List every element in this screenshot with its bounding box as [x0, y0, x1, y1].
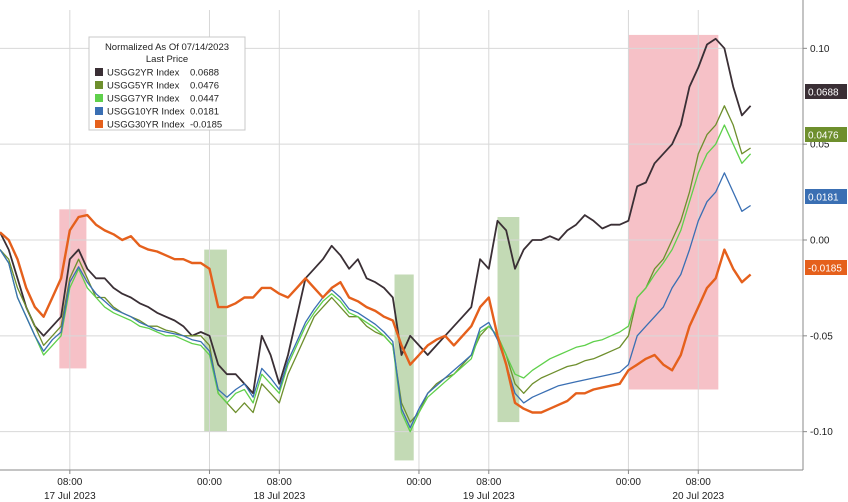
x-tick-label-6: 08:00: [686, 477, 711, 488]
series-line-usgg2yr: [0, 37, 752, 395]
x-tick-label-1: 00:00: [197, 477, 222, 488]
legend-entry-name-4: USGG30YR Index: [107, 120, 185, 131]
end-label-bg-2: [805, 189, 847, 204]
y-tick-label-3: -0.05: [810, 331, 833, 342]
shaded-region-1: [204, 249, 227, 432]
legend-entry-value-2: 0.0447: [190, 94, 219, 105]
date-label-0: 17 Jul 2023: [44, 491, 96, 502]
legend-entry-name-3: USGG10YR Index: [107, 107, 185, 118]
legend-entry-name-1: USGG5YR Index: [107, 81, 180, 92]
legend-swatch-3: [95, 107, 103, 115]
end-label-3: -0.0185: [808, 264, 842, 275]
series-line-usgg7yr: [0, 124, 752, 433]
legend-entry-value-0: 0.0688: [190, 68, 219, 79]
legend-swatch-1: [95, 81, 103, 89]
legend-entry-value-1: 0.0476: [190, 81, 219, 92]
legend-entry-value-4: -0.0185: [190, 120, 222, 131]
legend-entry-name-2: USGG7YR Index: [107, 94, 180, 105]
legend-swatch-2: [95, 94, 103, 102]
series-lines: [0, 37, 752, 433]
series-line-usgg30yr: [0, 213, 752, 414]
legend: Normalized As Of 07/14/2023 Last Price U…: [88, 36, 246, 131]
end-label-2: 0.0181: [808, 193, 839, 204]
y-tick-label-4: -0.10: [810, 427, 833, 438]
date-label-2: 19 Jul 2023: [463, 491, 515, 502]
x-tick-label-4: 08:00: [476, 477, 501, 488]
legend-entries: USGG2YR Index 0.0688 USGG5YR Index 0.0476 US…: [95, 68, 222, 131]
legend-swatch-4: [95, 120, 103, 128]
x-tick-label-2: 08:00: [267, 477, 292, 488]
y-tick-label-0: 0.10: [810, 44, 830, 55]
date-label-3: 20 Jul 2023: [672, 491, 724, 502]
end-label-0: 0.0688: [808, 88, 839, 99]
shaded-region-2: [394, 274, 414, 461]
legend-swatch-0: [95, 68, 103, 76]
legend-box: [88, 36, 246, 131]
x-tick-label-3: 00:00: [406, 477, 431, 488]
date-label-1: 18 Jul 2023: [253, 491, 305, 502]
end-label-bg-1: [805, 127, 847, 142]
end-label-bg-0: [805, 84, 847, 99]
legend-entry-value-3: 0.0181: [190, 107, 219, 118]
shaded-region-0: [59, 209, 87, 369]
legend-entry-name-0: USGG2YR Index: [107, 68, 180, 79]
legend-title: Normalized As Of 07/14/2023: [105, 42, 229, 53]
shaded-region-3: [497, 217, 520, 423]
end-label-1: 0.0476: [808, 131, 839, 142]
series-line-usgg10yr: [0, 172, 751, 429]
shaded-regions: [59, 34, 719, 461]
legend-subtitle: Last Price: [146, 54, 188, 65]
x-tick-label-0: 08:00: [57, 477, 82, 488]
x-tick-label-5: 00:00: [616, 477, 641, 488]
end-labels: 0.0688 0.0476 0.0181 -0.0185: [805, 84, 847, 275]
shaded-region-4: [628, 34, 719, 390]
end-label-bg-3: [805, 260, 847, 275]
y-tick-label-1: 0.05: [810, 140, 830, 151]
y-tick-label-2: 0.00: [810, 236, 830, 247]
